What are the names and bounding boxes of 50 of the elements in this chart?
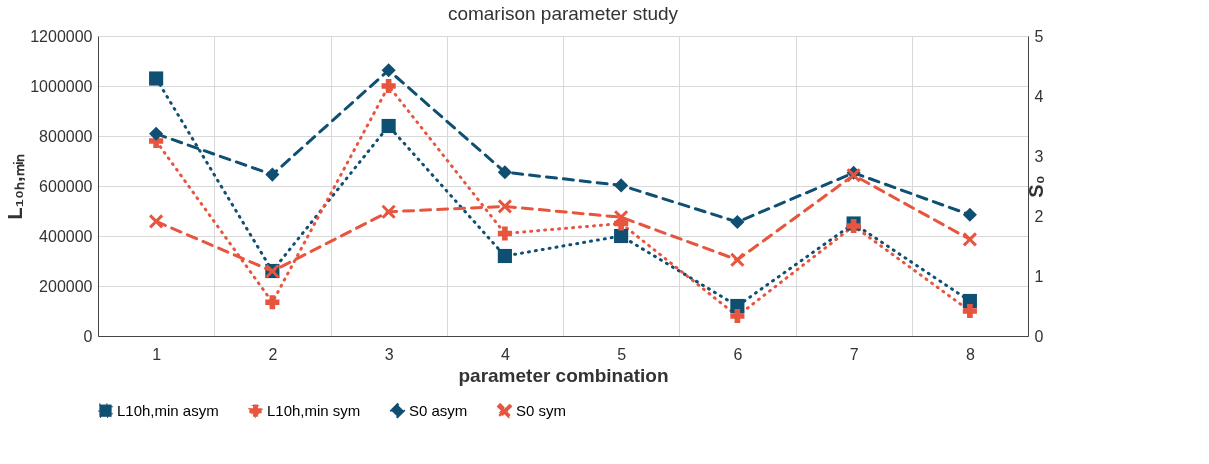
point	[265, 295, 280, 310]
x-axis-title: parameter combination	[458, 364, 669, 386]
y-axis-title: L₁₀ₕ,ₘᵢₙ	[4, 153, 27, 220]
y2-axis-title: S₀	[1025, 175, 1048, 198]
y-tick-label: 200000	[39, 277, 93, 295]
x-tick-label: 7	[849, 345, 859, 363]
point	[497, 248, 512, 264]
x-tick-label: 2	[268, 345, 278, 363]
x-tick-label: 8	[965, 345, 975, 363]
y-tick-label: 400000	[39, 227, 93, 245]
point	[149, 214, 164, 229]
point	[614, 178, 629, 193]
y-tick-label: 0	[83, 327, 93, 345]
x-tick-label: 1	[152, 345, 162, 363]
y2-tick-label: 3	[1034, 147, 1044, 165]
point	[149, 71, 164, 86]
legend-label: L10h,min sym	[267, 401, 361, 419]
point	[381, 118, 396, 134]
point	[962, 207, 977, 222]
point	[614, 228, 629, 244]
y2-tick-label: 0	[1034, 327, 1044, 345]
y-tick-label: 1000000	[30, 77, 93, 95]
point	[962, 232, 977, 247]
y2-tick-label: 5	[1034, 27, 1044, 45]
y2-tick-label: 4	[1034, 87, 1044, 105]
legend-label: S0 asym	[409, 401, 468, 419]
point	[381, 63, 396, 78]
point	[149, 126, 164, 141]
y-tick-label: 600000	[39, 177, 93, 195]
y-tick-label: 800000	[39, 127, 93, 145]
point	[265, 167, 280, 182]
point	[962, 303, 977, 319]
y-tick-label: 1200000	[30, 27, 93, 45]
point	[730, 308, 745, 324]
point	[381, 204, 396, 219]
x-tick-label: 5	[617, 345, 627, 363]
point	[730, 214, 745, 230]
x-tick-label: 6	[733, 345, 743, 363]
x-tick-label: 4	[500, 345, 510, 363]
y2-tick-label: 1	[1034, 267, 1044, 285]
point	[381, 78, 396, 94]
x-tick-label: 3	[384, 345, 394, 363]
y2-tick-label: 2	[1034, 207, 1044, 225]
legend-label: L10h,min asym	[117, 401, 219, 419]
point	[497, 165, 512, 180]
point	[497, 199, 512, 214]
legend-label: S0 sym	[516, 401, 567, 419]
point	[730, 252, 745, 267]
point	[497, 226, 512, 241]
chart-title: comarison parameter study	[447, 3, 679, 24]
